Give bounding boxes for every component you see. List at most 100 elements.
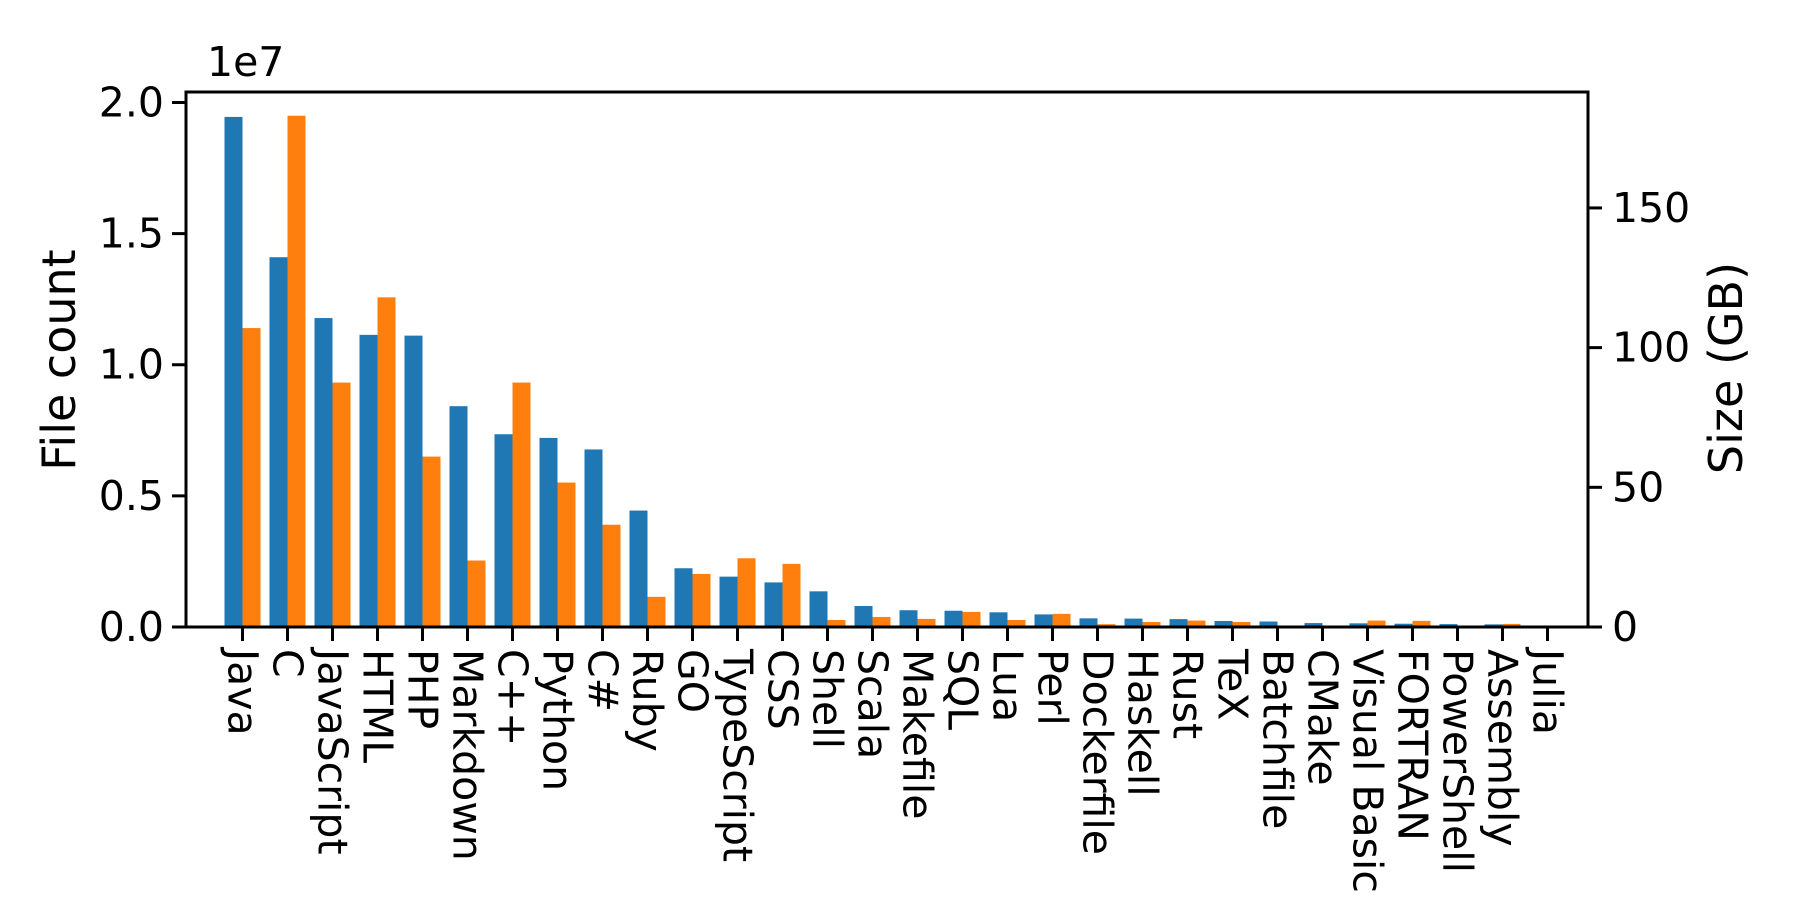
bar-file-count-lua: [989, 612, 1008, 627]
bar-file-count-rust: [1169, 619, 1188, 627]
x-tick-label-ruby: Ruby: [624, 649, 672, 752]
bar-file-count-haskell: [1124, 618, 1143, 627]
bar-file-count-fortran: [1394, 623, 1413, 627]
x-tick-label-markdown: Markdown: [444, 649, 492, 861]
x-tick-label-fortran: FORTRAN: [1389, 649, 1437, 841]
bar-file-count-makefile: [899, 610, 918, 627]
bar-file-count-markdown: [449, 406, 468, 627]
bars-layer: [224, 115, 1566, 627]
bar-file-count-c: [269, 257, 288, 627]
bar-size-gb-ruby: [647, 596, 666, 627]
bar-file-count-visual-basic: [1349, 623, 1368, 627]
bar-file-count-css: [764, 582, 783, 627]
bar-size-gb-typescript: [737, 558, 756, 627]
bar-file-count-tex: [1214, 620, 1233, 627]
x-tick-label-cmake: CMake: [1299, 649, 1347, 786]
bar-file-count-perl: [1034, 614, 1053, 627]
bar-file-count-java: [224, 116, 243, 627]
bar-file-count-go: [674, 568, 693, 627]
bar-size-gb-assembly: [1502, 623, 1521, 627]
bar-size-gb-c: [602, 524, 621, 627]
bar-size-gb-visual-basic: [1367, 620, 1386, 627]
bar-file-count-sql: [944, 610, 963, 627]
x-tick-label-typescript: TypeScript: [714, 648, 762, 862]
left-axis-title: File count: [32, 249, 86, 470]
y-left-tick-label-0.0: 0.0: [99, 603, 164, 651]
y-left-tick-label-2.0: 2.0: [99, 78, 164, 126]
tick-labels-layer: JavaCJavaScriptHTMLPHPMarkdownC++PythonC…: [99, 78, 1690, 892]
ticks-layer: [172, 100, 1602, 641]
bar-file-count-html: [359, 334, 378, 627]
y-left-tick-label-1.0: 1.0: [99, 341, 164, 389]
x-tick-label-c: C: [264, 649, 312, 678]
bar-file-count-batchfile: [1259, 621, 1278, 627]
right-axis-title: Size (GB): [1699, 262, 1753, 474]
x-tick-label-php: PHP: [399, 649, 447, 729]
bar-file-count-scala: [854, 606, 873, 627]
bar-file-count-javascript: [314, 318, 333, 627]
bar-size-gb-fortran: [1412, 620, 1431, 627]
x-tick-label-c: C++: [489, 649, 537, 746]
bar-file-count-python: [539, 437, 558, 627]
x-tick-label-go: GO: [669, 649, 717, 713]
y-right-tick-label-100: 100: [1612, 324, 1690, 372]
y-right-tick-label-50: 50: [1612, 463, 1664, 511]
x-tick-label-julia: Julia: [1524, 646, 1572, 735]
bar-size-gb-python: [557, 482, 576, 627]
x-tick-label-html: HTML: [354, 649, 402, 763]
x-tick-label-css: CSS: [759, 649, 807, 730]
y-right-tick-label-150: 150: [1612, 184, 1690, 232]
x-tick-label-batchfile: Batchfile: [1254, 649, 1302, 829]
x-tick-label-shell: Shell: [804, 649, 852, 749]
x-tick-label-perl: Perl: [1029, 649, 1077, 726]
x-tick-label-haskell: Haskell: [1119, 649, 1167, 797]
x-tick-label-powershell: PowerShell: [1434, 649, 1482, 873]
plot-border: [184, 90, 1590, 629]
x-tick-label-assembly: Assembly: [1479, 649, 1527, 847]
bar-size-gb-perl: [1052, 613, 1071, 627]
bar-size-gb-php: [422, 456, 441, 627]
x-tick-label-rust: Rust: [1164, 649, 1212, 739]
bar-size-gb-java: [242, 328, 261, 627]
bar-size-gb-shell: [827, 620, 846, 627]
y-left-tick-label-1.5: 1.5: [99, 210, 164, 258]
x-tick-label-lua: Lua: [984, 649, 1032, 722]
x-tick-label-c: C#: [579, 649, 627, 712]
x-tick-label-python: Python: [534, 649, 582, 791]
bar-file-count-ruby: [629, 510, 648, 627]
bar-size-gb-c: [287, 115, 306, 627]
y-left-tick-label-0.5: 0.5: [99, 472, 164, 520]
bar-size-gb-haskell: [1142, 621, 1161, 627]
bar-file-count-c: [494, 434, 513, 627]
bar-file-count-shell: [809, 591, 828, 627]
x-tick-label-tex: TeX: [1209, 648, 1257, 720]
bar-size-gb-lua: [1007, 620, 1026, 627]
bar-size-gb-markdown: [467, 560, 486, 627]
x-tick-label-sql: SQL: [939, 649, 987, 730]
x-tick-label-makefile: Makefile: [894, 649, 942, 819]
x-tick-label-java: Java: [219, 646, 267, 736]
bar-size-gb-html: [377, 297, 396, 627]
bar-file-count-cmake: [1304, 623, 1323, 627]
x-tick-label-visual-basic: Visual Basic: [1344, 649, 1392, 893]
bar-size-gb-tex: [1232, 621, 1251, 627]
x-tick-label-dockerfile: Dockerfile: [1074, 649, 1122, 855]
bar-size-gb-css: [782, 563, 801, 627]
bar-file-count-dockerfile: [1079, 618, 1098, 627]
x-tick-label-javascript: JavaScript: [309, 646, 357, 855]
y-right-tick-label-0: 0: [1612, 603, 1638, 651]
bar-size-gb-javascript: [332, 382, 351, 627]
bar-file-count-c: [584, 449, 603, 627]
bar-file-count-php: [404, 335, 423, 627]
axis-offset-label: 1e7: [207, 38, 284, 86]
x-tick-label-scala: Scala: [849, 649, 897, 759]
bar-size-gb-scala: [872, 616, 891, 627]
bar-file-count-typescript: [719, 576, 738, 627]
bar-size-gb-c: [512, 382, 531, 627]
bar-size-gb-makefile: [917, 618, 936, 627]
bar-size-gb-go: [692, 573, 711, 627]
bar-size-gb-sql: [962, 611, 981, 627]
bar-size-gb-rust: [1187, 620, 1206, 627]
